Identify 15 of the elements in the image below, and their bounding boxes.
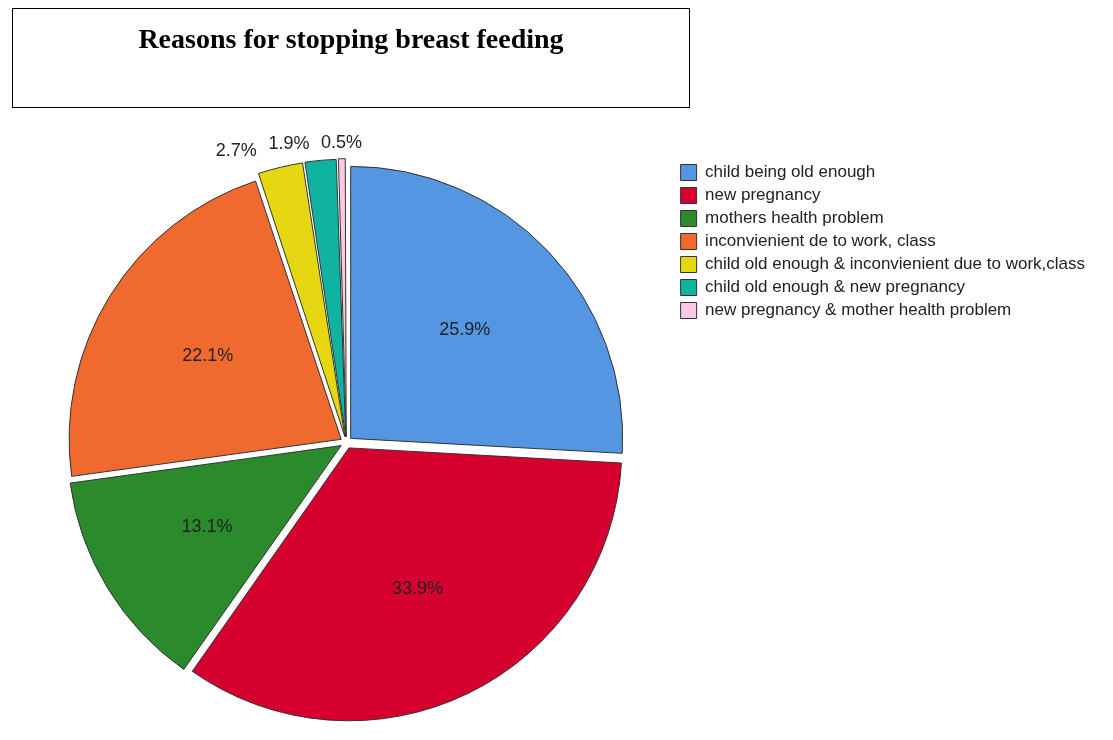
legend-label: child being old enough: [705, 162, 876, 182]
legend-label: child old enough & new pregnancy: [705, 277, 966, 297]
data-label: 25.9%: [439, 319, 491, 340]
data-label: 1.9%: [268, 132, 310, 153]
legend-label: child old enough & inconvienient due to work,class: [705, 254, 1085, 274]
data-label: 33.9%: [392, 578, 444, 599]
legend-label: new pregnancy & mother health problem: [705, 300, 1012, 320]
chart-title: Reasons for stopping breast feeding: [12, 8, 690, 108]
data-label: 2.7%: [215, 139, 257, 160]
legend-label: inconvienient de to work, class: [705, 231, 936, 251]
data-label: 0.5%: [321, 131, 363, 152]
legend-label: new pregnancy: [705, 185, 821, 205]
data-label: 13.1%: [181, 516, 233, 537]
data-label: 22.1%: [182, 345, 234, 366]
legend-label: mothers health problem: [705, 208, 884, 228]
